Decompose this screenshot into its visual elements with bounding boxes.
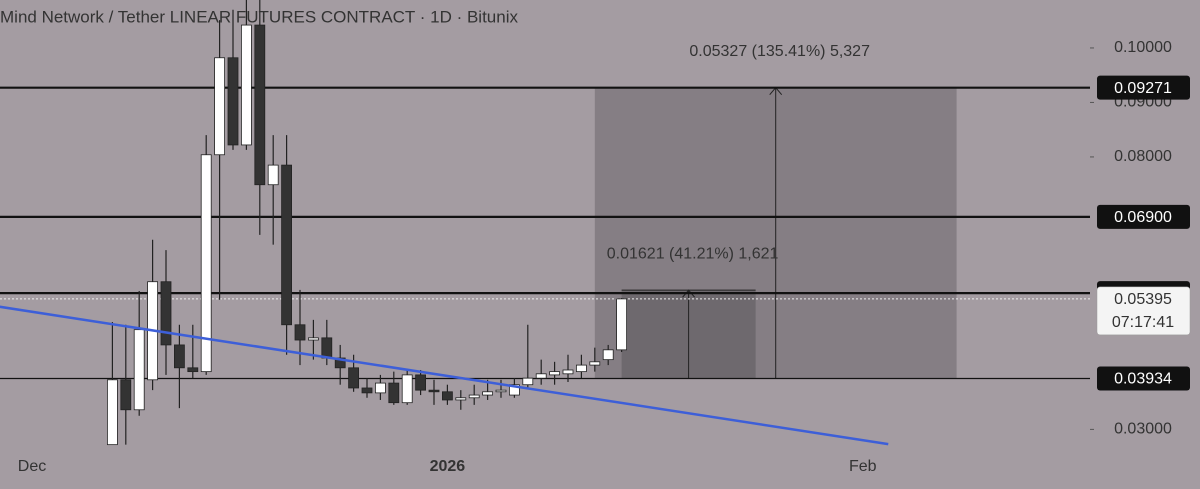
candle-body <box>508 384 520 396</box>
y-tick-label: 0.08000 <box>1114 148 1172 165</box>
candle-body <box>415 374 427 391</box>
candle-body <box>495 389 507 393</box>
candle-body <box>133 329 145 411</box>
candle-body <box>254 24 266 186</box>
candle-body <box>401 374 413 404</box>
trendline <box>0 305 889 446</box>
price-label: 0.03934 <box>1114 371 1172 388</box>
candle-body <box>267 164 279 186</box>
candle-body <box>334 357 346 369</box>
candle-body <box>361 387 373 394</box>
candle-body <box>240 24 252 146</box>
x-tick-label: Feb <box>849 458 877 475</box>
candle-body <box>307 337 319 341</box>
candle-body <box>562 369 574 375</box>
price-label-box <box>1097 75 1190 100</box>
chart-title: Mind Network / Tether LINEAR FUTURES CON… <box>0 7 518 26</box>
candle-body <box>107 379 118 446</box>
y-tick-label: 0.11000 <box>1115 0 1172 2</box>
x-tick-label: Dec <box>18 458 46 475</box>
candle-body <box>522 377 534 386</box>
last-price-label: 0.05395 <box>1114 291 1172 308</box>
candle-body <box>535 373 547 379</box>
range-label: 0.01621 (41.21%) 1,621 <box>607 245 779 262</box>
candle-body <box>482 391 494 396</box>
price-label: 0.09271 <box>1114 80 1172 97</box>
price-label-box <box>1097 204 1190 229</box>
countdown: 07:17:41 <box>1112 314 1174 331</box>
candle-body <box>321 337 333 359</box>
price-label-box <box>1097 366 1190 391</box>
candle-body <box>294 324 306 341</box>
candle-body <box>441 391 453 401</box>
candle-body <box>214 57 226 156</box>
candle-body <box>549 371 560 376</box>
candle-body <box>187 367 199 373</box>
y-tick-label: 0.10000 <box>1114 39 1172 56</box>
range-label: 0.05327 (135.41%) 5,327 <box>689 43 870 60</box>
price-label: 0.06900 <box>1114 209 1172 226</box>
candle-body <box>428 389 440 393</box>
candle-body <box>468 394 480 399</box>
candle-body <box>173 344 185 369</box>
candle-body <box>589 361 601 366</box>
candle-body <box>348 367 360 389</box>
candle-body <box>120 379 132 411</box>
last-price-box <box>1096 286 1191 336</box>
candle-body <box>576 364 587 373</box>
candle-body <box>227 57 239 146</box>
x-tick-label: 2026 <box>430 458 466 475</box>
candle-body <box>160 281 172 346</box>
y-tick-label: 0.03000 <box>1114 421 1172 438</box>
candle-body <box>602 349 614 361</box>
candle-body <box>455 397 467 401</box>
candle-body <box>388 382 400 404</box>
candle-body <box>616 298 627 351</box>
arrow-head <box>682 289 695 298</box>
candle-body <box>374 382 386 394</box>
candle-body <box>200 154 212 373</box>
candle-body <box>281 164 293 326</box>
